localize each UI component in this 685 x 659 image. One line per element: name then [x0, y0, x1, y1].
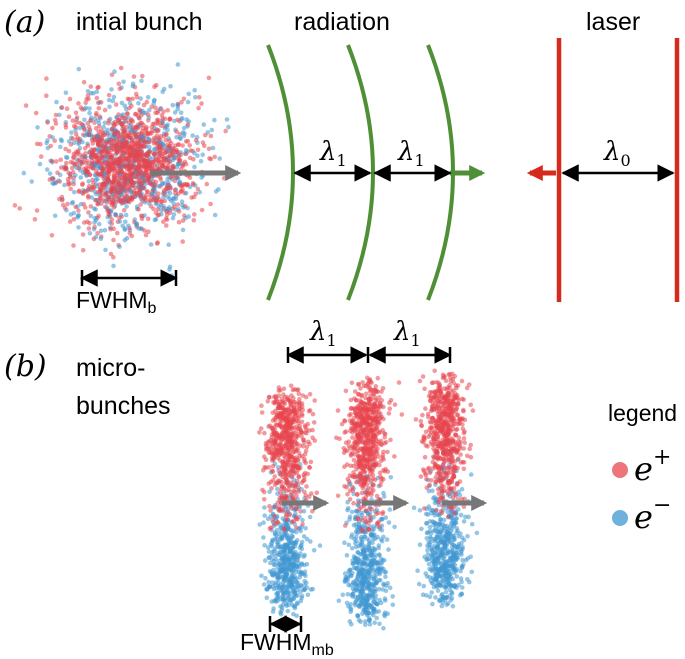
legend-electron-marker [612, 510, 628, 526]
radiation-wavefront-2 [346, 44, 375, 301]
microbunches-title-line1: micro- [76, 354, 145, 382]
lambda1-label-b1: λ1 [309, 317, 337, 350]
microbunch-3-cloud [411, 368, 480, 609]
fwhm-b-dimension [80, 269, 178, 287]
panel-a-label: (a) [4, 5, 45, 40]
legend-positron-label: e+ [634, 445, 671, 488]
radiation-title: radiation [294, 8, 390, 36]
lambda0-label: λ0 [603, 137, 631, 170]
lambda1-dimension-b2 [366, 346, 452, 364]
radiation-wavefront-1 [266, 44, 295, 301]
fwhm-mb-label: FWHMmb [240, 629, 334, 659]
laser-title: laser [586, 8, 640, 36]
lambda1-label-a1: λ1 [319, 137, 347, 170]
legend-electron-label: e− [634, 493, 671, 536]
legend-positron-marker [612, 462, 628, 478]
lambda1-dimension-b1 [286, 346, 368, 364]
microbunch-1-cloud [257, 383, 323, 619]
initial-bunch-cloud [12, 62, 231, 281]
initial-bunch-title: intial bunch [76, 8, 202, 36]
microbunches-title-line2: bunches [76, 392, 171, 420]
fwhm-mb-dimension [268, 615, 303, 633]
legend-title: legend [608, 400, 677, 426]
panel-b-label: (b) [4, 349, 47, 384]
lambda1-label-b2: λ1 [393, 317, 421, 350]
fwhm-b-label: FWHMb [76, 287, 157, 317]
lambda1-label-a2: λ1 [397, 137, 425, 170]
